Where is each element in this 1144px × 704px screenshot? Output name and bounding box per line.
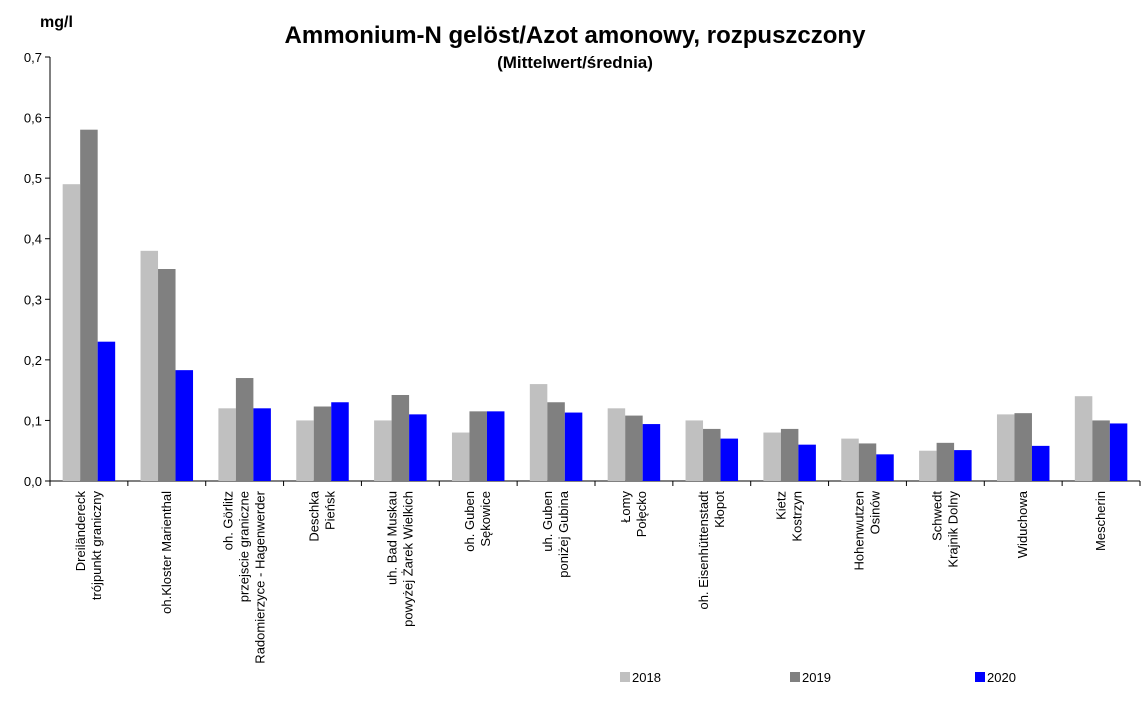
legend-swatch xyxy=(975,672,985,682)
x-tick-label: oh.Kloster Marienthal xyxy=(159,491,174,614)
bar xyxy=(80,129,98,481)
legend-label: 2018 xyxy=(632,670,661,685)
y-tick-label: 0,0 xyxy=(24,474,42,489)
bar xyxy=(564,412,583,481)
bar xyxy=(175,370,194,481)
bar xyxy=(1092,420,1110,481)
x-tick-label: Mescherin xyxy=(1093,491,1108,551)
x-tick-label: Dreiländereck xyxy=(73,491,88,572)
bar xyxy=(331,402,349,481)
y-tick-label: 0,5 xyxy=(24,171,42,186)
y-tick-label: 0,1 xyxy=(24,413,42,428)
x-tick-label: oh. Eisenhüttenstadt xyxy=(696,491,711,610)
x-tick-label: Deschka xyxy=(307,490,322,541)
legend-swatch xyxy=(620,672,630,682)
y-tick-label: 0,3 xyxy=(24,292,42,307)
bar xyxy=(547,402,565,481)
bar xyxy=(140,250,159,481)
bar xyxy=(409,414,427,481)
bar xyxy=(97,341,116,481)
x-tick-label: oh. Guben xyxy=(462,491,477,552)
bar xyxy=(642,424,661,481)
bar xyxy=(876,454,894,481)
chart-title: Ammonium-N gelöst/Azot amonowy, rozpuszc… xyxy=(285,22,867,49)
bar xyxy=(841,438,859,481)
bar xyxy=(158,269,176,481)
y-tick-label: 0,6 xyxy=(24,111,42,126)
x-tick-label: Schwedt xyxy=(929,491,944,541)
legend-swatch xyxy=(790,672,800,682)
x-tick-label: uh. Bad Muskau xyxy=(384,491,399,585)
x-tick-label: trójpunkt graniczny xyxy=(89,491,104,601)
x-tick-label: Radomierzyce - Hagenwerder xyxy=(253,490,268,663)
bar xyxy=(1014,413,1032,481)
bar xyxy=(720,438,739,481)
bar xyxy=(763,432,781,481)
x-tick-label: Pieńsk xyxy=(323,491,338,531)
y-axis-label: mg/l xyxy=(40,14,73,31)
x-tick-label: Osinów xyxy=(868,490,883,534)
x-tick-label: Hohenwutzen xyxy=(852,491,867,571)
x-tick-label: Kostrzyn xyxy=(790,491,805,542)
y-tick-label: 0,4 xyxy=(24,232,42,247)
x-tick-label: przejscie graniczne xyxy=(237,491,252,602)
bar xyxy=(486,411,505,481)
bar xyxy=(374,420,392,481)
y-tick-label: 0,7 xyxy=(24,50,42,65)
legend-label: 2020 xyxy=(987,670,1016,685)
bar xyxy=(919,450,937,481)
bar xyxy=(529,384,548,481)
bar xyxy=(218,408,236,481)
x-tick-label: Połęcko xyxy=(634,491,649,537)
bar xyxy=(62,184,81,481)
bar xyxy=(391,394,410,481)
x-tick-label: Kietz xyxy=(774,491,789,520)
x-tick-label: powyżej Żarek Wielkich xyxy=(400,491,415,627)
bar xyxy=(1109,423,1128,481)
x-tick-label: Kłopot xyxy=(712,491,727,528)
x-tick-label: Sękowice xyxy=(478,491,493,547)
x-tick-label: Widuchowa xyxy=(1015,490,1030,558)
bar xyxy=(858,443,877,481)
bar xyxy=(253,408,271,481)
x-tick-label: poniżej Gubina xyxy=(556,490,571,577)
bar xyxy=(625,415,643,481)
bar xyxy=(780,428,799,481)
y-tick-label: 0,2 xyxy=(24,353,42,368)
bar xyxy=(469,411,487,481)
bar xyxy=(996,414,1015,481)
bar xyxy=(313,406,332,481)
x-tick-label: Krajnik Dolny xyxy=(945,491,960,568)
chart-subtitle: (Mittelwert/średnia) xyxy=(497,53,653,72)
bar xyxy=(798,444,816,481)
bar xyxy=(296,420,314,481)
bar xyxy=(607,408,626,481)
bar xyxy=(235,378,254,481)
bar xyxy=(954,450,972,481)
bar xyxy=(1074,396,1093,481)
bar xyxy=(1031,445,1050,481)
x-tick-label: oh. Görlitz xyxy=(221,491,236,550)
legend-label: 2019 xyxy=(802,670,831,685)
bar xyxy=(685,420,704,481)
x-tick-label: uh. Guben xyxy=(540,491,555,552)
x-tick-label: Łomy xyxy=(618,491,633,523)
bar xyxy=(451,432,470,481)
bar xyxy=(936,442,955,481)
bar xyxy=(703,428,721,481)
